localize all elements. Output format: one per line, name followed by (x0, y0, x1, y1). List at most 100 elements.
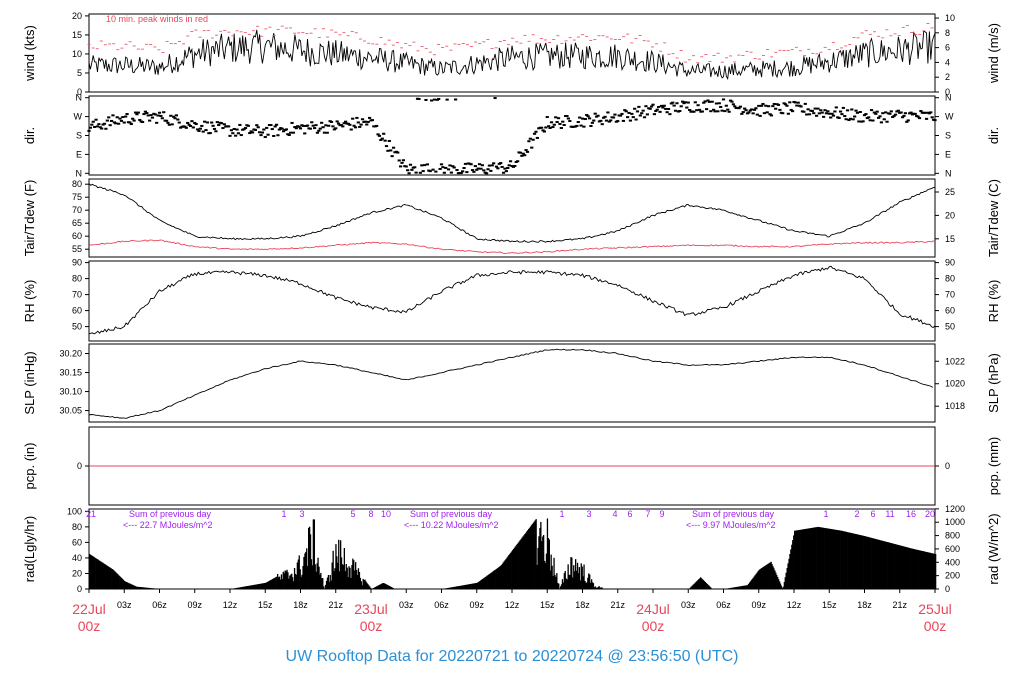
radiation-bar (900, 545, 902, 589)
wind-direction-point (219, 122, 224, 125)
radiation-bar (862, 535, 864, 589)
right-tick-label-wind: 0 (945, 87, 950, 97)
wind-direction-point (771, 105, 775, 108)
wind-direction-point (417, 98, 421, 101)
air-temperature-line (88, 183, 936, 243)
wind-direction-point (633, 107, 637, 110)
radiation-bar (103, 563, 105, 589)
left-tick-label-rh: 80 (72, 274, 82, 284)
radiation-bar (482, 578, 485, 589)
radiation-bar (232, 588, 235, 589)
wind-direction-point (855, 111, 860, 114)
radiation-bar (110, 568, 112, 589)
radiation-bar (376, 586, 378, 589)
radiation-bar (826, 528, 828, 589)
radiation-bar (456, 586, 458, 589)
sum-annotation-title: Sum of previous day (692, 509, 775, 519)
wind-direction-point (879, 121, 884, 124)
right-tick-label-wind: 2 (945, 72, 950, 82)
x-hour-label: 06z (434, 600, 449, 610)
wind-direction-point (638, 114, 642, 117)
radiation-bar (885, 541, 887, 589)
radiation-bar (258, 584, 260, 589)
radiation-bar (237, 587, 239, 589)
radiation-bar (904, 546, 906, 589)
radiation-bar (481, 579, 484, 589)
wind-direction-point (109, 119, 114, 122)
radiation-bar (346, 567, 348, 589)
radiation-bar (340, 557, 343, 589)
radiation-hour-label: 10 (381, 509, 391, 519)
radiation-bar (491, 572, 493, 589)
wind-direction-point (726, 108, 730, 111)
radiation-bar (351, 565, 353, 589)
radiation-bar (149, 588, 151, 589)
wind-direction-point (212, 127, 217, 130)
wind-direction-point (173, 117, 177, 120)
radiation-bar (315, 571, 317, 589)
radiation-bar (914, 549, 916, 589)
radiation-bar (297, 559, 299, 589)
wind-direction-point (826, 110, 830, 113)
left-tick-label-temp: 65 (72, 218, 82, 228)
wind-direction-point (486, 168, 490, 171)
wind-direction-point (704, 108, 709, 111)
radiation-bar (364, 579, 366, 589)
wind-direction-point (545, 116, 549, 119)
radiation-bar (778, 579, 780, 589)
wind-direction-point (618, 114, 623, 117)
wind-direction-point (191, 126, 195, 129)
radiation-hour-label: 6 (870, 509, 875, 519)
radiation-bar (97, 559, 99, 589)
radiation-bar (314, 564, 316, 589)
radiation-bar (601, 587, 603, 589)
x-date-label: 25Jul (918, 601, 951, 617)
radiation-bar (858, 534, 861, 589)
wind-direction-point (407, 172, 411, 175)
wind-direction-point (133, 111, 138, 114)
wind-direction-point (399, 165, 403, 168)
radiation-bar (473, 583, 475, 589)
wind-direction-point (376, 133, 380, 136)
radiation-bar (779, 581, 781, 589)
wind-direction-point (121, 116, 125, 119)
wind-direction-point (648, 107, 652, 110)
radiation-bar (248, 585, 251, 589)
wind-direction-point (413, 166, 417, 169)
wind-direction-point (334, 127, 338, 130)
radiation-bar (485, 576, 487, 589)
radiation-bar (822, 527, 824, 589)
radiation-bar (293, 568, 296, 589)
radiation-bar (496, 568, 498, 589)
radiation-bar (917, 549, 919, 589)
right-tick-label-rad: 600 (945, 544, 960, 554)
wind-direction-point (853, 115, 857, 118)
wind-direction-point (534, 130, 538, 133)
sum-annotation-value: <--- 22.7 MJoules/m^2 (123, 520, 213, 530)
radiation-bar (732, 587, 735, 589)
wind-direction-point (549, 121, 554, 124)
radiation-bar (494, 570, 496, 589)
wind-direction-point (201, 130, 205, 133)
x-hour-label: 09z (469, 600, 484, 610)
right-tick-label-rad: 200 (945, 571, 960, 581)
wind-direction-point (211, 124, 215, 127)
radiation-bar (266, 582, 268, 589)
wind-direction-point (621, 119, 625, 122)
wind-direction-point (893, 113, 898, 116)
radiation-bar (119, 576, 121, 589)
radiation-bar (925, 551, 927, 589)
radiation-bar (772, 566, 774, 589)
radiation-bar (465, 584, 468, 589)
radiation-bar (790, 549, 792, 589)
radiation-bar (325, 581, 328, 589)
radiation-bar (503, 561, 505, 589)
radiation-bar (901, 545, 903, 589)
radiation-hour-label: 2 (854, 509, 859, 519)
radiation-bar (105, 564, 107, 589)
radiation-bar (466, 584, 469, 589)
wind-direction-point (668, 113, 672, 116)
radiation-bar (274, 577, 276, 589)
radiation-bar (497, 567, 500, 589)
wind-direction-point (410, 168, 414, 171)
